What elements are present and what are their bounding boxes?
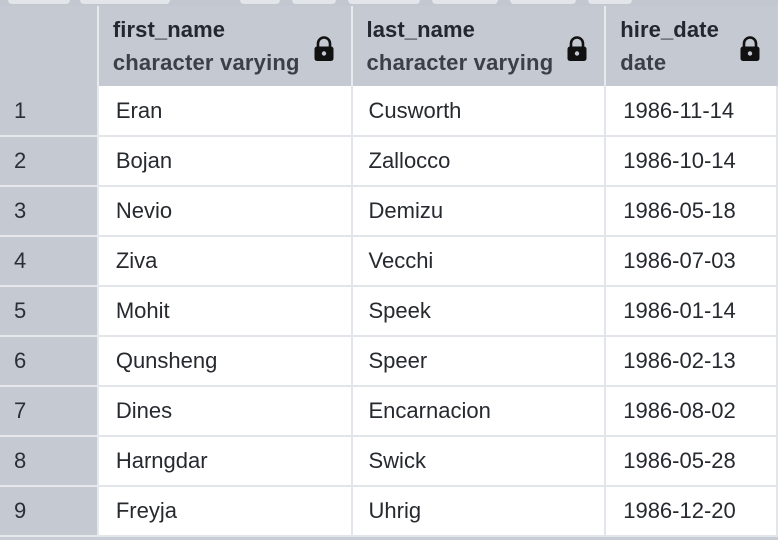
cell-first-name[interactable]: Qunsheng <box>96 336 353 387</box>
cell-last-name[interactable]: Cusworth <box>351 86 607 137</box>
cell-hire-date[interactable]: 1986-01-14 <box>605 286 778 337</box>
cell-last-name[interactable]: Speer <box>351 336 607 387</box>
row-number[interactable]: 1 <box>0 86 99 137</box>
cell-hire-date[interactable]: 1986-08-02 <box>605 386 778 437</box>
toolbar-button-edge[interactable] <box>80 0 170 4</box>
table-row[interactable]: 3 Nevio Demizu 1986-05-18 <box>0 186 778 237</box>
cell-last-name[interactable]: Encarnacion <box>351 386 607 437</box>
table-row[interactable]: 6 Qunsheng Speer 1986-02-13 <box>0 336 778 387</box>
column-type: date <box>620 50 667 75</box>
cell-hire-date[interactable]: 1986-02-13 <box>605 336 778 387</box>
row-number[interactable]: 9 <box>0 486 99 537</box>
cell-last-name[interactable]: Demizu <box>351 186 607 237</box>
column-type: character varying <box>112 50 300 75</box>
cell-last-name[interactable]: Zallocco <box>351 136 607 187</box>
row-number[interactable]: 7 <box>0 386 99 437</box>
toolbar-button-edge[interactable] <box>240 0 280 4</box>
row-number-header[interactable] <box>0 6 99 86</box>
lock-icon <box>567 36 587 61</box>
row-number[interactable]: 6 <box>0 336 99 387</box>
cell-first-name[interactable]: Freyja <box>96 486 353 537</box>
column-header-first-name[interactable]: first_name character varying <box>97 6 353 86</box>
table-row[interactable]: 1 Eran Cusworth 1986-11-14 <box>0 86 778 137</box>
column-header-last-name[interactable]: last_name character varying <box>351 6 607 86</box>
toolbar-button-edge[interactable] <box>510 0 576 4</box>
cell-last-name[interactable]: Swick <box>351 436 607 487</box>
table-row[interactable]: 7 Dines Encarnacion 1986-08-02 <box>0 386 778 437</box>
table-row[interactable]: 4 Ziva Vecchi 1986-07-03 <box>0 236 778 287</box>
column-name: first_name <box>112 17 226 42</box>
cell-hire-date[interactable]: 1986-05-18 <box>605 186 778 237</box>
row-number[interactable]: 4 <box>0 236 99 287</box>
column-name: last_name <box>366 17 476 42</box>
cell-last-name[interactable]: Vecchi <box>351 236 607 287</box>
cell-last-name[interactable]: Uhrig <box>351 486 607 537</box>
cell-hire-date[interactable]: 1986-07-03 <box>605 236 778 287</box>
toolbar-button-edge[interactable] <box>348 0 420 4</box>
lock-icon <box>314 36 333 61</box>
row-number[interactable]: 5 <box>0 286 99 337</box>
row-number[interactable]: 8 <box>0 436 99 487</box>
cell-first-name[interactable]: Mohit <box>96 286 353 337</box>
toolbar-button-edge[interactable] <box>588 0 632 4</box>
cell-first-name[interactable]: Harngdar <box>96 436 353 487</box>
toolbar-edge <box>0 0 778 6</box>
toolbar-button-edge[interactable] <box>8 0 70 4</box>
header-row: first_name character varying last_name c… <box>0 6 777 86</box>
table-row[interactable]: 9 Freyja Uhrig 1986-12-20 <box>0 486 778 537</box>
table-row[interactable]: 2 Bojan Zallocco 1986-10-14 <box>0 136 778 187</box>
cell-hire-date[interactable]: 1986-11-14 <box>605 86 778 137</box>
results-table: first_name character varying last_name c… <box>0 6 778 537</box>
cell-first-name[interactable]: Eran <box>96 86 353 137</box>
cell-hire-date[interactable]: 1986-05-28 <box>605 436 778 487</box>
cell-last-name[interactable]: Speek <box>351 286 607 337</box>
cell-first-name[interactable]: Bojan <box>96 136 353 187</box>
toolbar-button-edge[interactable] <box>432 0 498 4</box>
column-header-hire-date[interactable]: hire_date date <box>605 6 777 86</box>
lock-icon <box>740 36 760 61</box>
row-number[interactable]: 2 <box>0 136 99 187</box>
cell-first-name[interactable]: Ziva <box>96 236 353 287</box>
cell-hire-date[interactable]: 1986-12-20 <box>605 486 778 537</box>
table-row[interactable]: 5 Mohit Speek 1986-01-14 <box>0 286 778 337</box>
column-name: hire_date <box>620 17 719 42</box>
column-type: character varying <box>366 50 554 75</box>
table-row[interactable]: 8 Harngdar Swick 1986-05-28 <box>0 436 778 487</box>
row-number[interactable]: 3 <box>0 186 99 237</box>
cell-first-name[interactable]: Nevio <box>96 186 353 237</box>
cell-first-name[interactable]: Dines <box>96 386 353 437</box>
cell-hire-date[interactable]: 1986-10-14 <box>605 136 778 187</box>
toolbar-button-edge[interactable] <box>292 0 336 4</box>
